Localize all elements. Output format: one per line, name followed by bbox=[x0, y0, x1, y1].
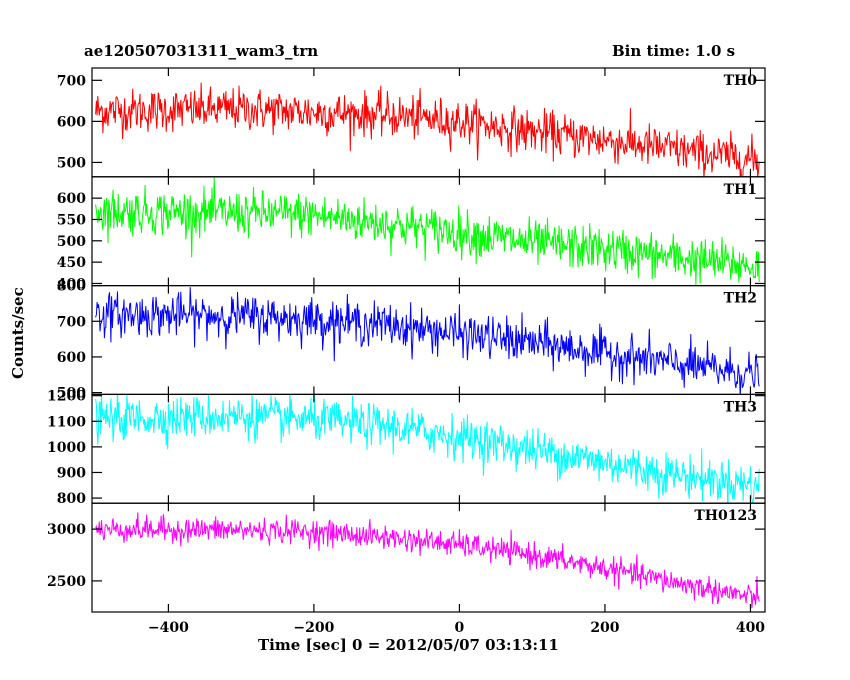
x-axis-label: Time [sec] 0 = 2012/05/07 03:13:11 bbox=[258, 636, 559, 654]
y-tick-label: 3000 bbox=[47, 522, 86, 538]
y-tick-label: 500 bbox=[57, 234, 86, 250]
y-tick-label: 400 bbox=[57, 276, 86, 292]
panel-frame-th1 bbox=[91, 176, 766, 287]
y-tick-label: 550 bbox=[57, 212, 86, 228]
y-tick-label: 500 bbox=[57, 386, 86, 402]
y-tick-label: 1100 bbox=[47, 414, 86, 430]
y-tick-label: 500 bbox=[57, 155, 86, 171]
panel-label-th0: TH0 bbox=[724, 73, 758, 89]
series-th0-line bbox=[95, 82, 760, 177]
x-tick-label: −200 bbox=[293, 620, 334, 636]
x-tick-label: 400 bbox=[736, 620, 765, 636]
series-th0123-line bbox=[95, 512, 760, 609]
panel-frame-th2 bbox=[91, 285, 766, 396]
chart-title: ae120507031311_wam3_trn bbox=[84, 42, 319, 60]
y-tick-label: 600 bbox=[57, 114, 86, 130]
bin-time-label: Bin time: 1.0 s bbox=[612, 42, 736, 60]
y-tick-label: 800 bbox=[57, 279, 86, 295]
x-tick-label: −400 bbox=[148, 620, 189, 636]
panel-label-th1: TH1 bbox=[724, 182, 757, 198]
y-tick-label: 1200 bbox=[47, 389, 86, 405]
y-tick-label: 1000 bbox=[47, 440, 86, 456]
x-tick-label: 200 bbox=[590, 620, 619, 636]
y-tick-label: 450 bbox=[57, 255, 86, 271]
series-th3-line bbox=[95, 394, 760, 504]
y-tick-label: 2500 bbox=[47, 574, 86, 590]
y-tick-label: 700 bbox=[57, 73, 86, 89]
panel-label-th2: TH2 bbox=[724, 291, 757, 307]
y-tick-label: 700 bbox=[57, 314, 86, 330]
panel-label-th0123: TH0123 bbox=[694, 508, 757, 524]
y-tick-label: 800 bbox=[57, 491, 86, 507]
y-tick-label: 600 bbox=[57, 191, 86, 207]
series-th1-line bbox=[95, 177, 760, 286]
panel-frame-th0123 bbox=[91, 502, 766, 613]
panel-label-th3: TH3 bbox=[724, 399, 757, 415]
y-tick-label: 900 bbox=[57, 465, 86, 481]
x-tick-label: 0 bbox=[455, 620, 465, 636]
y-tick-label: 600 bbox=[57, 350, 86, 366]
series-th2-line bbox=[95, 287, 760, 395]
